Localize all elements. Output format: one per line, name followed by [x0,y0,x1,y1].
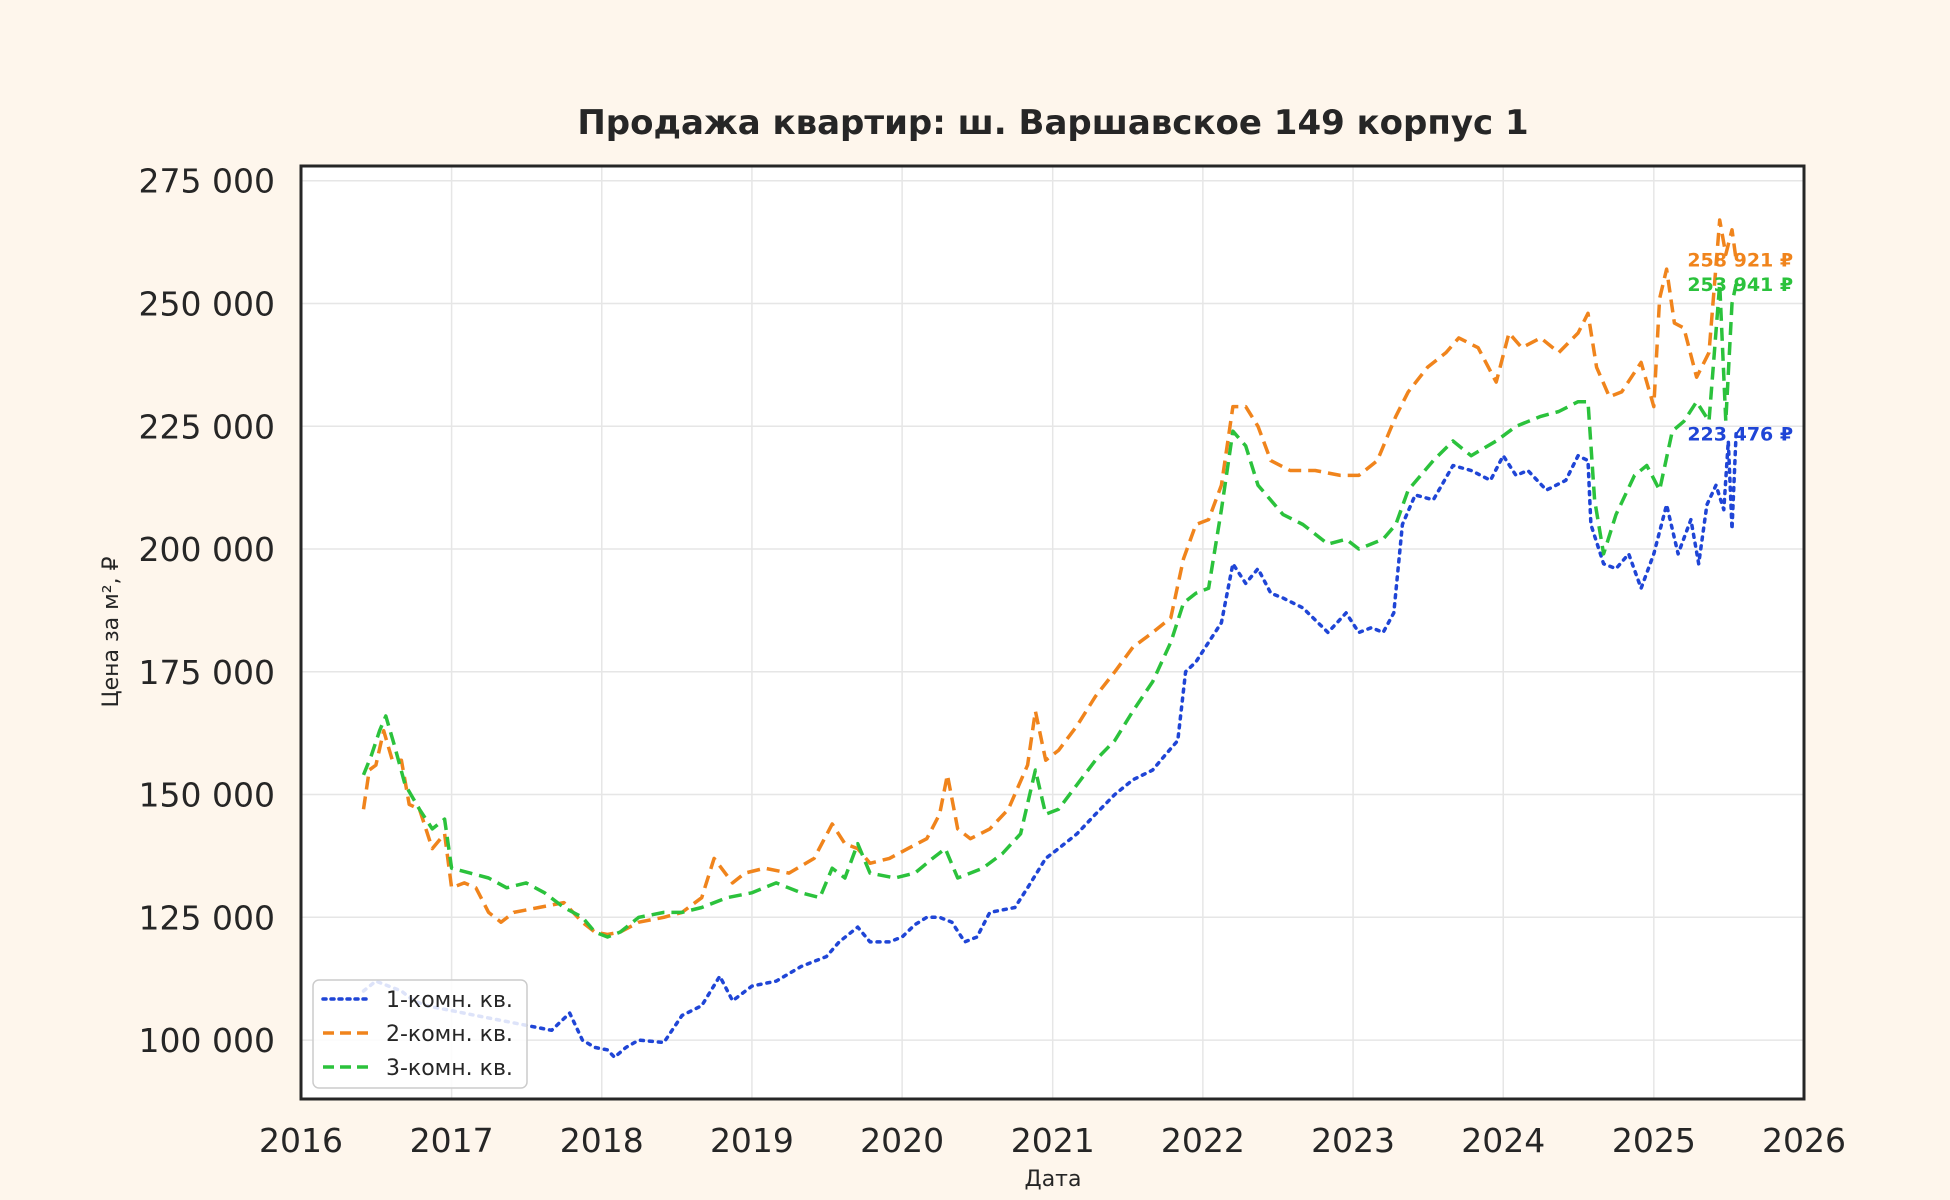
x-tick-label: 2019 [710,1121,794,1160]
legend-label-2: 2-комн. кв. [386,1022,513,1047]
x-tick-label: 2018 [560,1121,644,1160]
series-line-2 [361,218,1738,937]
series-line-3 [361,282,1738,939]
x-tick-label: 2016 [259,1121,343,1160]
y-tick-label: 100 000 [139,1021,275,1060]
chart-title: Продажа квартир: ш. Варшавское 149 корпу… [577,103,1528,143]
x-tick-label: 2021 [1011,1121,1095,1160]
y-tick-label: 175 000 [139,653,275,692]
legend-box [312,979,528,1089]
end-labels: 223 476 ₽ 258 921 ₽253 941 ₽ [1687,250,1793,446]
y-tick-label: 250 000 [139,284,275,323]
series-line-1 [361,431,1738,1060]
end-label-1: 223 476 ₽ [1687,424,1793,446]
end-label-3: 253 941 ₽ [1687,274,1793,296]
x-tick-label: 2017 [410,1121,494,1160]
legend: 1-комн. кв. 2-комн. кв. 3-комн. кв. [312,979,528,1089]
y-tick-label: 225 000 [139,407,275,446]
y-tick-label: 275 000 [139,162,275,201]
x-tick-label: 2025 [1612,1121,1696,1160]
y-tick-label: 200 000 [139,530,275,569]
x-axis-label: Дата [1025,1167,1082,1192]
y-tick-label: 125 000 [139,898,275,937]
x-tick-label: 2023 [1311,1121,1395,1160]
y-tick-labels: 100 000 125 000 150 000 175 000 200 000 225 0… [139,162,275,1060]
x-tick-labels: 2016 2017 2018 2019 2020 2021 2022 2023 2024 2025… [259,1121,1846,1160]
legend-label-3: 3-комн. кв. [386,1056,513,1081]
plot-frame [299,164,1806,1101]
x-tick-label: 2024 [1461,1121,1545,1160]
x-tick-label: 2022 [1161,1121,1245,1160]
y-tick-label: 150 000 [139,776,275,815]
series-lines [361,218,1738,1060]
y-axis-label: Цена за м², ₽ [99,556,124,707]
legend-label-1: 1-комн. кв. [386,988,513,1013]
end-label-2: 258 921 ₽ [1687,250,1793,272]
x-tick-label: 2020 [860,1121,944,1160]
x-tick-label: 2026 [1762,1121,1846,1160]
